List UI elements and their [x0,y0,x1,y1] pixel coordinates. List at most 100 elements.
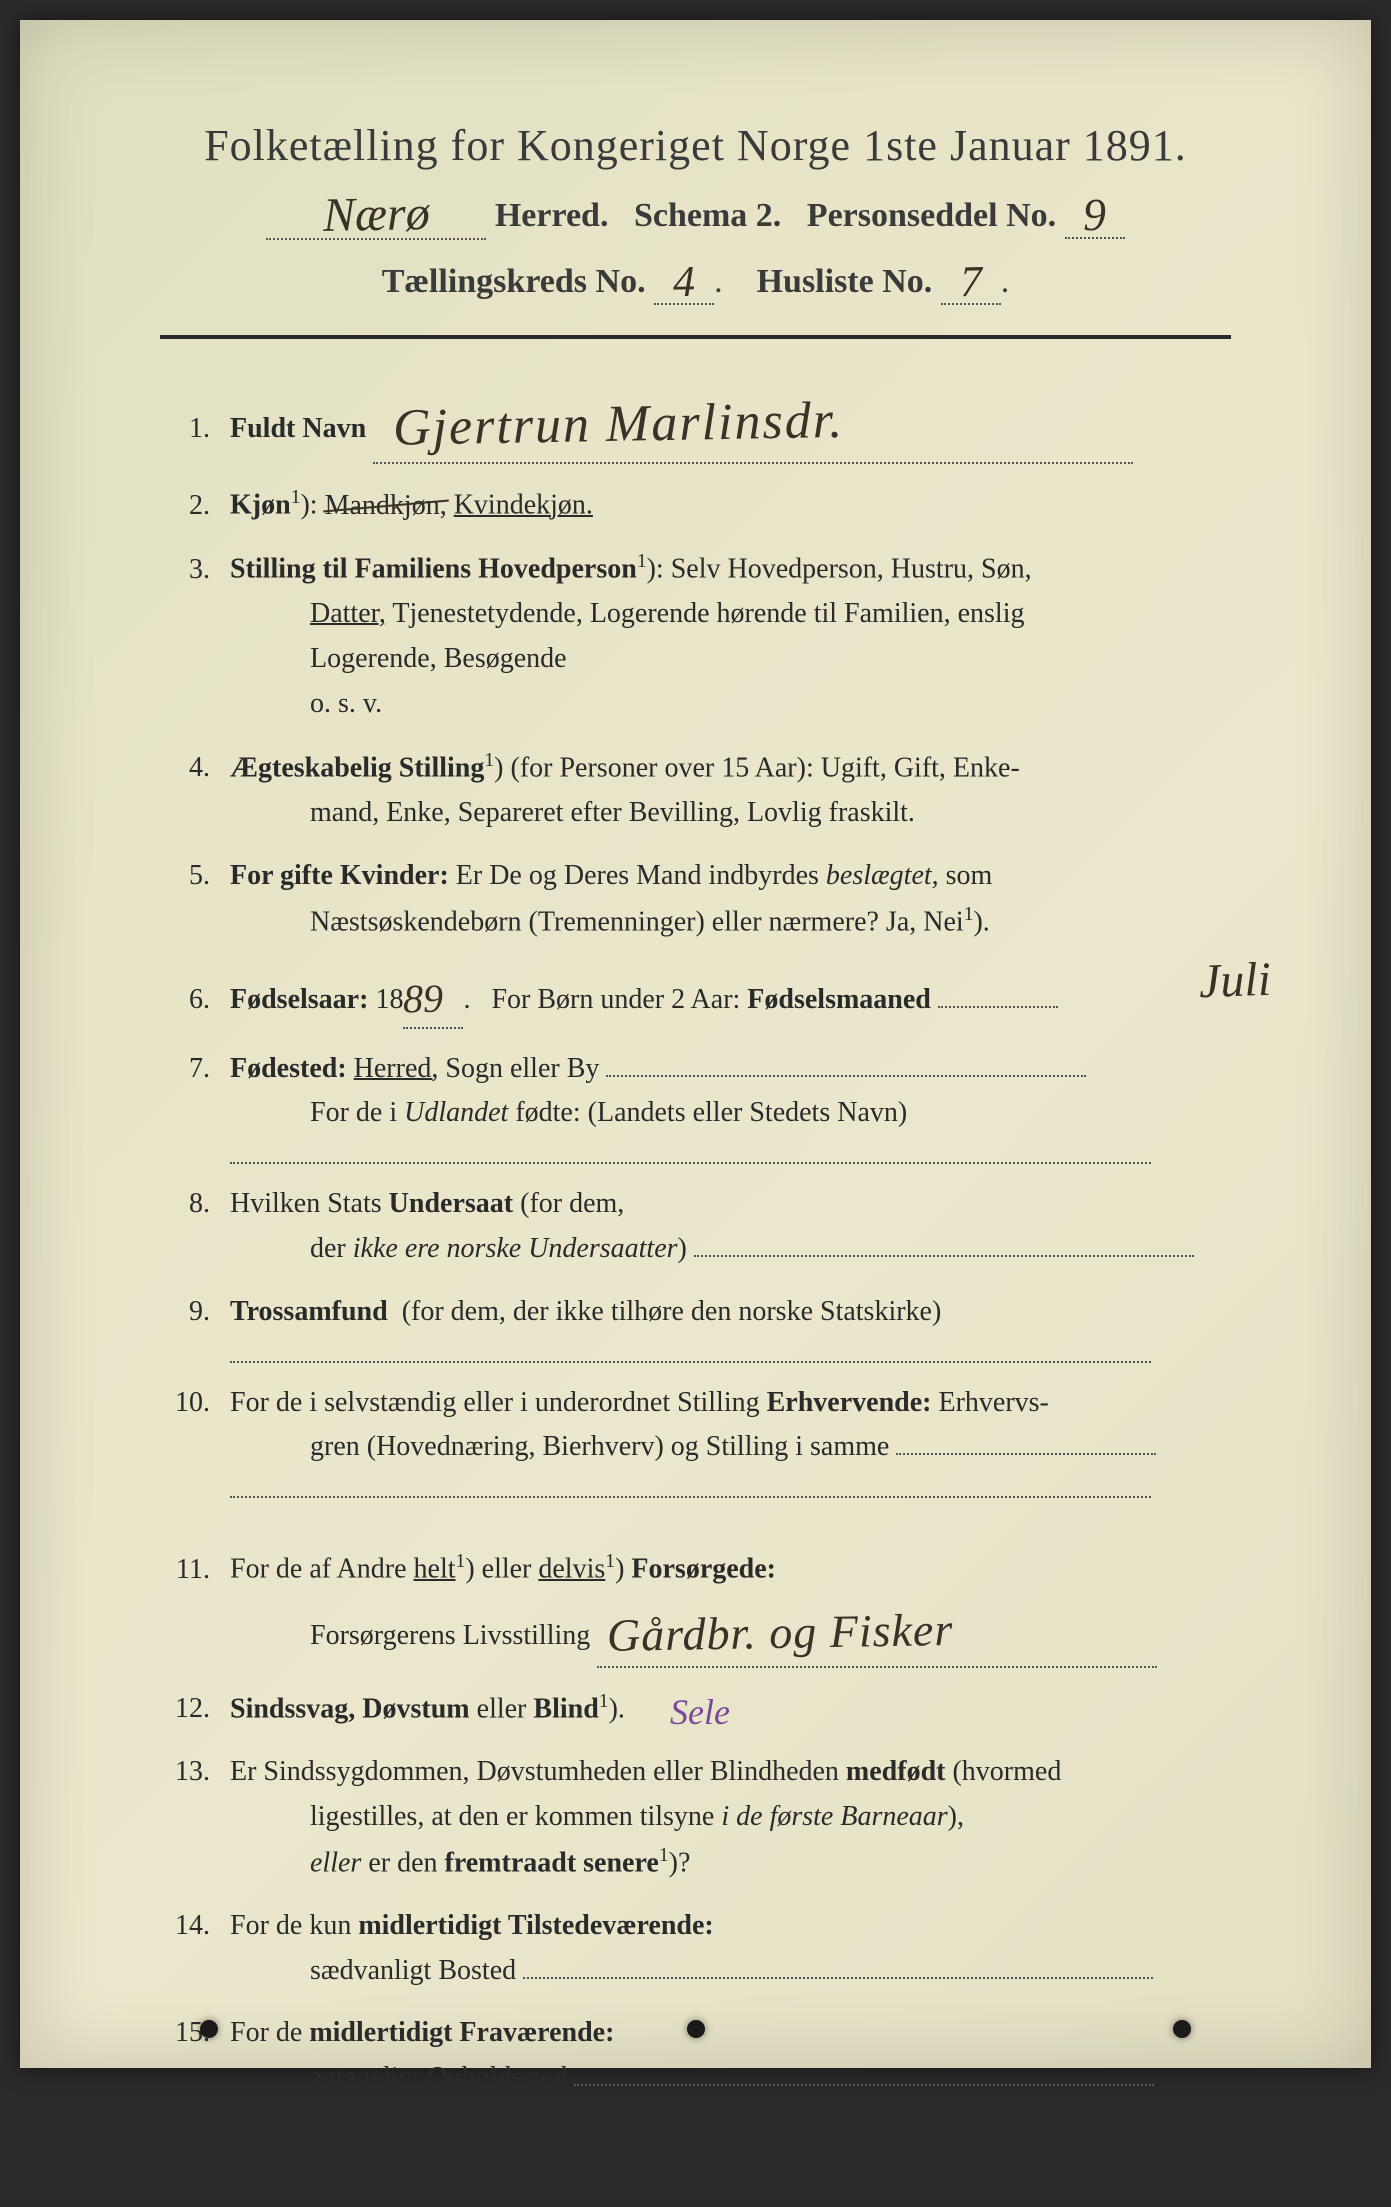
field-num: 6. [170,978,230,1023]
field-content: Fødselsaar: 1889. For Børn under 2 Aar: … [230,963,1231,1029]
year-value: 89 [403,966,444,1031]
herred-field: Nærø [266,183,486,240]
field-content: Kjøn1): Mandkjøn, Kvindekjøn. [230,482,1231,528]
line2: ligestilles, at den er kommen tilsyne i … [230,1795,1231,1840]
line2: antageligt Opholdssted [230,2056,1231,2101]
field-14: 14. For de kun midlertidigt Tilstedevære… [170,1904,1231,1994]
text: Sogn eller By [445,1053,599,1084]
field-num: 7. [170,1047,230,1092]
field-label2: fremtraadt senere [445,1847,659,1878]
line3: eller er den fremtraadt senere1)? [230,1840,1231,1886]
field-content: For gifte Kvinder: Er De og Deres Mand i… [230,854,1231,945]
field-num: 5. [170,854,230,899]
text: Er De og Deres Mand indbyrdes [456,860,819,891]
field-label: midlertidigt Tilstedeværende: [358,1910,713,1941]
blank-line [230,1361,1151,1363]
field-num: 11. [170,1548,230,1593]
option-herred: Herred, [354,1053,439,1084]
field-4: 4. Ægteskabelig Stilling1) (for Personer… [170,745,1231,836]
month-value: Juli [1198,941,1273,1020]
field-10: 10. For de i selvstændig eller i underor… [170,1381,1231,1499]
month-label: Fødselsmaaned [747,984,931,1015]
field-num: 15. [170,2011,230,2056]
sup: 1 [659,1845,669,1866]
text: ) eller [465,1554,531,1585]
option-kvindekjon: Kvindekjøn. [454,490,593,521]
text2: mand, Enke, Separeret efter Bevilling, L… [230,791,1231,836]
herred-value: Nærø [323,186,431,243]
text: sædvanligt Bosted [310,1955,516,1986]
main-title: Folketælling for Kongeriget Norge 1ste J… [160,120,1231,171]
schema-label: Schema 2. [634,197,781,234]
field-content: For de kun midlertidigt Tilstedeværende:… [230,1904,1231,1994]
field-label: Fødselsaar: [230,984,368,1015]
text: ). [973,906,989,937]
text: (for dem, [520,1188,624,1219]
field-label: Erhvervende: [767,1387,932,1418]
field-2: 2. Kjøn1): Mandkjøn, Kvindekjøn. [170,482,1231,528]
form-header: Folketælling for Kongeriget Norge 1ste J… [160,120,1231,305]
field-13: 13. Er Sindssygdommen, Døvstumheden elle… [170,1750,1231,1886]
text: Erhvervs- [938,1387,1048,1418]
field-content: Stilling til Familiens Hovedperson1): Se… [230,546,1231,727]
field-content: Trossamfund (for dem, der ikke tilhøre d… [230,1290,1231,1363]
field-num: 13. [170,1750,230,1795]
text: For de af Andre [230,1554,407,1585]
husliste-field: 7 [941,252,1001,305]
field-label: Fuldt Navn [230,413,366,444]
field-num: 4. [170,746,230,791]
blank [523,1977,1153,1979]
field-label: midlertidigt Fraværende: [309,2017,614,2048]
options-line3: o. s. v. [230,682,1231,727]
field-label: Forsørgede: [631,1554,776,1585]
stamp-text: Sele [670,1684,730,1742]
blank [574,2084,1154,2086]
field-num: 12. [170,1687,230,1732]
personseddel-label: Personseddel No. [807,197,1056,234]
name-value: Gjertrun Marlinsdr. [372,379,845,470]
field-5: 5. For gifte Kvinder: Er De og Deres Man… [170,854,1231,945]
binding-hole-icon [1173,2020,1191,2038]
blank [694,1255,1194,1257]
field-content: For de midlertidigt Fraværende: antageli… [230,2011,1231,2101]
name-field: Gjertrun Marlinsdr. [373,379,1133,464]
italic: i de første Barneaar [721,1801,947,1832]
footnote: 1) De for hvert Tilfælde passende Ord un… [160,2173,1231,2207]
field-1: 1. Fuldt Navn Gjertrun Marlinsdr. [170,379,1231,464]
text: ligestilles, at den er kommen tilsyne [310,1801,714,1832]
text: For de kun [230,1910,351,1941]
footer-divider [267,2141,1124,2143]
field-content: Er Sindssygdommen, Døvstumheden eller Bl… [230,1750,1231,1886]
field-content: For de i selvstændig eller i underordnet… [230,1381,1231,1499]
field-11: 11. For de af Andre helt1) eller delvis1… [170,1546,1231,1668]
field-label: Ægteskabelig Stilling [230,752,484,783]
field-content: For de af Andre helt1) eller delvis1) Fo… [230,1546,1231,1668]
field-num: 14. [170,1904,230,1949]
field-num: 10. [170,1381,230,1426]
census-form-page: Folketælling for Kongeriget Norge 1ste J… [20,20,1371,2068]
options-line2b: Logerende, Besøgende [230,637,1231,682]
field-content: Hvilken Stats Undersaat (for dem, der ik… [230,1182,1231,1272]
personseddel-field: 9 [1065,184,1125,239]
blank [896,1453,1156,1455]
field-6: 6. Fødselsaar: 1889. For Børn under 2 Aa… [170,963,1231,1029]
field-8: 8. Hvilken Stats Undersaat (for dem, der… [170,1182,1231,1272]
field-7: 7. Fødested: Herred, Sogn eller By For d… [170,1047,1231,1165]
option-datter: Datter, [310,598,386,629]
text: Hvilken Stats [230,1188,382,1219]
header-line-3: Tællingskreds No. 4 . Husliste No. 7 . [160,252,1231,305]
year-field: 89 [403,963,463,1029]
binding-hole-icon [200,2020,218,2038]
field-3: 3. Stilling til Familiens Hovedperson1):… [170,546,1231,727]
husliste-label: Husliste No. [757,263,933,300]
blank-line [230,1162,1151,1164]
provider-field: Gårdbr. og Fisker [597,1592,1157,1668]
field-num: 2. [170,484,230,529]
text: Næstsøskendebørn (Tremenninger) eller næ… [310,906,964,937]
text: ) [678,1233,687,1264]
text: For de i selvstændig eller i underordnet… [230,1387,760,1418]
blank-line [230,1496,1151,1498]
field-label: medfødt [846,1756,946,1787]
option-mandkjon: Mandkjøn, [325,490,447,521]
text: eller [477,1693,527,1724]
